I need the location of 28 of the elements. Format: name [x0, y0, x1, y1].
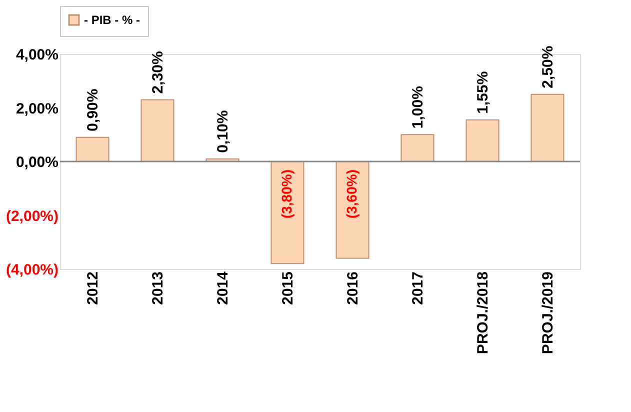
x-tick-label: 2017 — [410, 272, 426, 305]
bar — [466, 119, 500, 162]
x-tick-label: 2013 — [150, 272, 166, 305]
data-label: 2,50% — [540, 46, 556, 88]
y-tick-label: 0,00% — [16, 154, 58, 171]
data-label: 2,30% — [150, 51, 166, 94]
x-tick-label: 2012 — [84, 272, 102, 305]
x-tick-label: PROJ./2018 — [474, 272, 492, 354]
bar — [140, 99, 174, 162]
data-label: (3,60%) — [344, 170, 360, 219]
bar — [76, 136, 110, 162]
x-tick-label: 2016 — [344, 272, 362, 305]
bar — [530, 94, 564, 162]
data-label: 0,10% — [214, 110, 232, 153]
data-label: 1,00% — [410, 86, 426, 129]
y-tick-label: (4,00%) — [6, 262, 58, 278]
x-tick-label: 2015 — [280, 272, 296, 305]
bar — [270, 161, 304, 264]
x-tick-label: PROJ./2019 — [540, 272, 556, 354]
y-tick-label: (2,00%) — [6, 208, 58, 225]
data-label: 1,55% — [474, 71, 492, 114]
y-tick-label: 4,00% — [16, 46, 58, 64]
x-tick-label: 2014 — [214, 270, 232, 305]
data-label: 0,90% — [84, 88, 102, 132]
y-tick-label: 2,00% — [16, 100, 58, 118]
data-label: (3,80%) — [278, 170, 294, 219]
bar — [400, 134, 434, 162]
legend-label: - PIB - % - — [84, 13, 140, 27]
